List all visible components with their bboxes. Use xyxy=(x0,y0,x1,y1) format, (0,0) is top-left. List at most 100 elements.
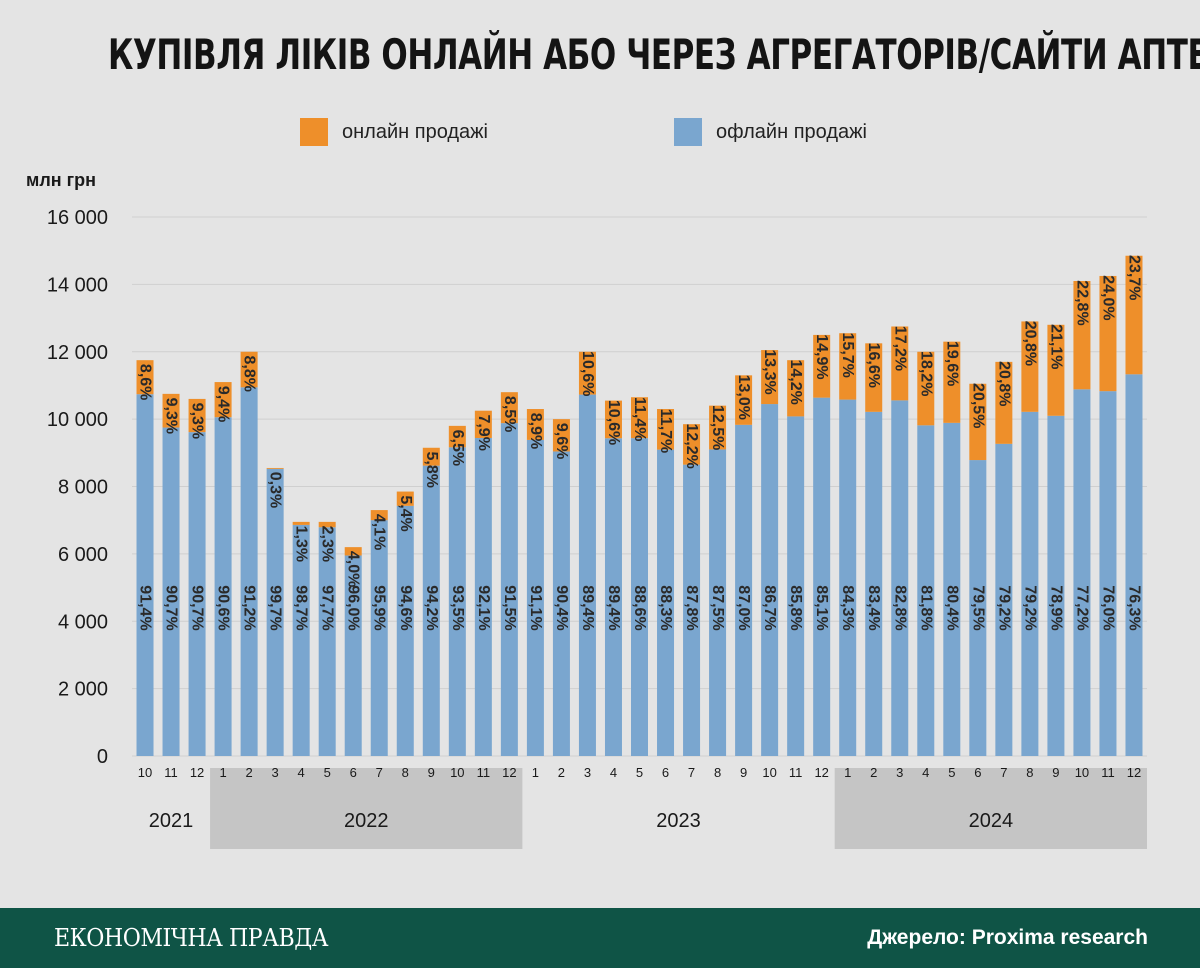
bar-online xyxy=(813,334,831,398)
label-online-percent: 4,0% xyxy=(345,551,362,587)
label-offline-percent: 91,2% xyxy=(241,585,258,630)
y-tick-label: 10 000 xyxy=(47,409,108,431)
x-tick-label: 12 xyxy=(502,765,516,780)
label-online-percent: 0,3% xyxy=(267,472,284,508)
bar-offline xyxy=(735,424,753,756)
bar-online xyxy=(787,360,805,417)
label-offline-percent: 90,7% xyxy=(163,585,180,630)
label-online-percent: 8,9% xyxy=(527,413,544,449)
x-tick-label: 10 xyxy=(450,765,464,780)
bar-offline xyxy=(1047,415,1065,756)
label-online-percent: 5,4% xyxy=(397,495,414,531)
bar-online xyxy=(370,510,388,521)
bar-offline xyxy=(292,524,310,756)
x-tick-label: 11 xyxy=(1101,765,1115,780)
label-offline-percent: 96,0% xyxy=(345,585,362,630)
x-tick-label: 1 xyxy=(219,765,226,780)
bar-online xyxy=(318,521,336,528)
bar-online xyxy=(240,351,258,388)
legend-item-offline: офлайн продажі xyxy=(674,118,867,146)
label-offline-percent: 94,2% xyxy=(423,585,440,630)
bar-offline xyxy=(995,443,1013,756)
x-tick-label: 7 xyxy=(376,765,383,780)
y-tick-label: 16 000 xyxy=(47,207,108,229)
label-online-percent: 10,6% xyxy=(605,400,622,445)
year-label: 2021 xyxy=(149,810,194,832)
bar-online xyxy=(162,393,180,428)
bar-offline xyxy=(917,425,935,756)
label-offline-percent: 91,5% xyxy=(501,585,518,630)
label-online-percent: 14,9% xyxy=(813,334,830,379)
label-online-percent: 8,8% xyxy=(241,356,258,392)
label-offline-percent: 79,2% xyxy=(995,585,1012,630)
x-tick-label: 10 xyxy=(1075,765,1089,780)
legend-swatch-offline xyxy=(674,118,702,146)
bar-offline xyxy=(813,397,831,756)
bar-offline xyxy=(500,423,518,756)
label-online-percent: 16,6% xyxy=(865,343,882,388)
label-online-percent: 19,6% xyxy=(943,341,960,386)
bar-offline xyxy=(552,451,570,756)
bar-online xyxy=(578,351,596,395)
legend-swatch-online xyxy=(300,118,328,146)
bar-offline xyxy=(969,460,987,756)
x-tick-label: 5 xyxy=(636,765,643,780)
x-tick-label: 8 xyxy=(402,765,409,780)
bar-offline xyxy=(162,427,180,756)
x-tick-label: 9 xyxy=(740,765,747,780)
x-tick-label: 11 xyxy=(164,765,178,780)
label-online-percent: 6,5% xyxy=(449,430,466,466)
legend: онлайн продажі офлайн продажі xyxy=(0,112,1200,148)
label-online-percent: 12,2% xyxy=(683,423,700,468)
label-online-percent: 10,6% xyxy=(579,351,596,396)
bar-offline xyxy=(526,439,544,756)
bar-online xyxy=(396,491,414,506)
label-online-percent: 13,0% xyxy=(735,375,752,420)
x-tick-label: 6 xyxy=(974,765,981,780)
bar-offline xyxy=(891,400,909,756)
x-tick-label: 5 xyxy=(948,765,955,780)
y-tick-label: 14 000 xyxy=(47,274,108,296)
label-offline-percent: 79,5% xyxy=(969,585,986,630)
x-tick-label: 8 xyxy=(714,765,721,780)
bar-offline xyxy=(657,449,675,756)
label-offline-percent: 87,0% xyxy=(735,585,752,630)
bar-offline xyxy=(188,432,206,756)
label-offline-percent: 88,3% xyxy=(657,585,674,630)
bar-online xyxy=(448,425,466,448)
bar-online xyxy=(136,360,154,395)
label-online-percent: 20,5% xyxy=(969,383,986,428)
label-offline-percent: 81,8% xyxy=(917,585,934,630)
x-tick-label: 7 xyxy=(1000,765,1007,780)
y-tick-label: 2 000 xyxy=(58,679,108,701)
label-offline-percent: 85,8% xyxy=(787,585,804,630)
label-offline-percent: 79,2% xyxy=(1021,585,1038,630)
bar-online xyxy=(500,392,518,424)
bar-offline xyxy=(709,449,727,756)
bar-online xyxy=(266,467,284,469)
label-offline-percent: 80,4% xyxy=(943,585,960,630)
bar-online xyxy=(657,409,675,450)
y-tick-label: 12 000 xyxy=(47,342,108,364)
label-offline-percent: 99,7% xyxy=(267,585,284,630)
y-tick-label: 0 xyxy=(97,746,108,768)
label-online-percent: 20,8% xyxy=(1021,321,1038,366)
bar-online xyxy=(735,375,753,425)
bar-online xyxy=(344,547,362,556)
chart-title: КУПІВЛЯ ЛІКІВ ОНЛАЙН АБО ЧЕРЕЗ АГРЕГАТОР… xyxy=(108,30,1200,79)
bar-offline xyxy=(761,404,779,756)
bar-online xyxy=(1125,255,1143,375)
bar-offline xyxy=(787,416,805,756)
label-offline-percent: 98,7% xyxy=(293,585,310,630)
y-tick-label: 8 000 xyxy=(58,477,108,499)
x-tick-label: 2 xyxy=(245,765,252,780)
bar-online xyxy=(891,326,909,401)
x-tick-label: 11 xyxy=(789,765,803,780)
bar-offline xyxy=(344,555,362,756)
bar-offline xyxy=(1125,374,1143,756)
label-online-percent: 7,9% xyxy=(475,414,492,450)
x-tick-label: 3 xyxy=(584,765,591,780)
bar-offline xyxy=(266,468,284,756)
label-online-percent: 22,8% xyxy=(1073,280,1090,325)
label-offline-percent: 78,9% xyxy=(1047,585,1064,630)
